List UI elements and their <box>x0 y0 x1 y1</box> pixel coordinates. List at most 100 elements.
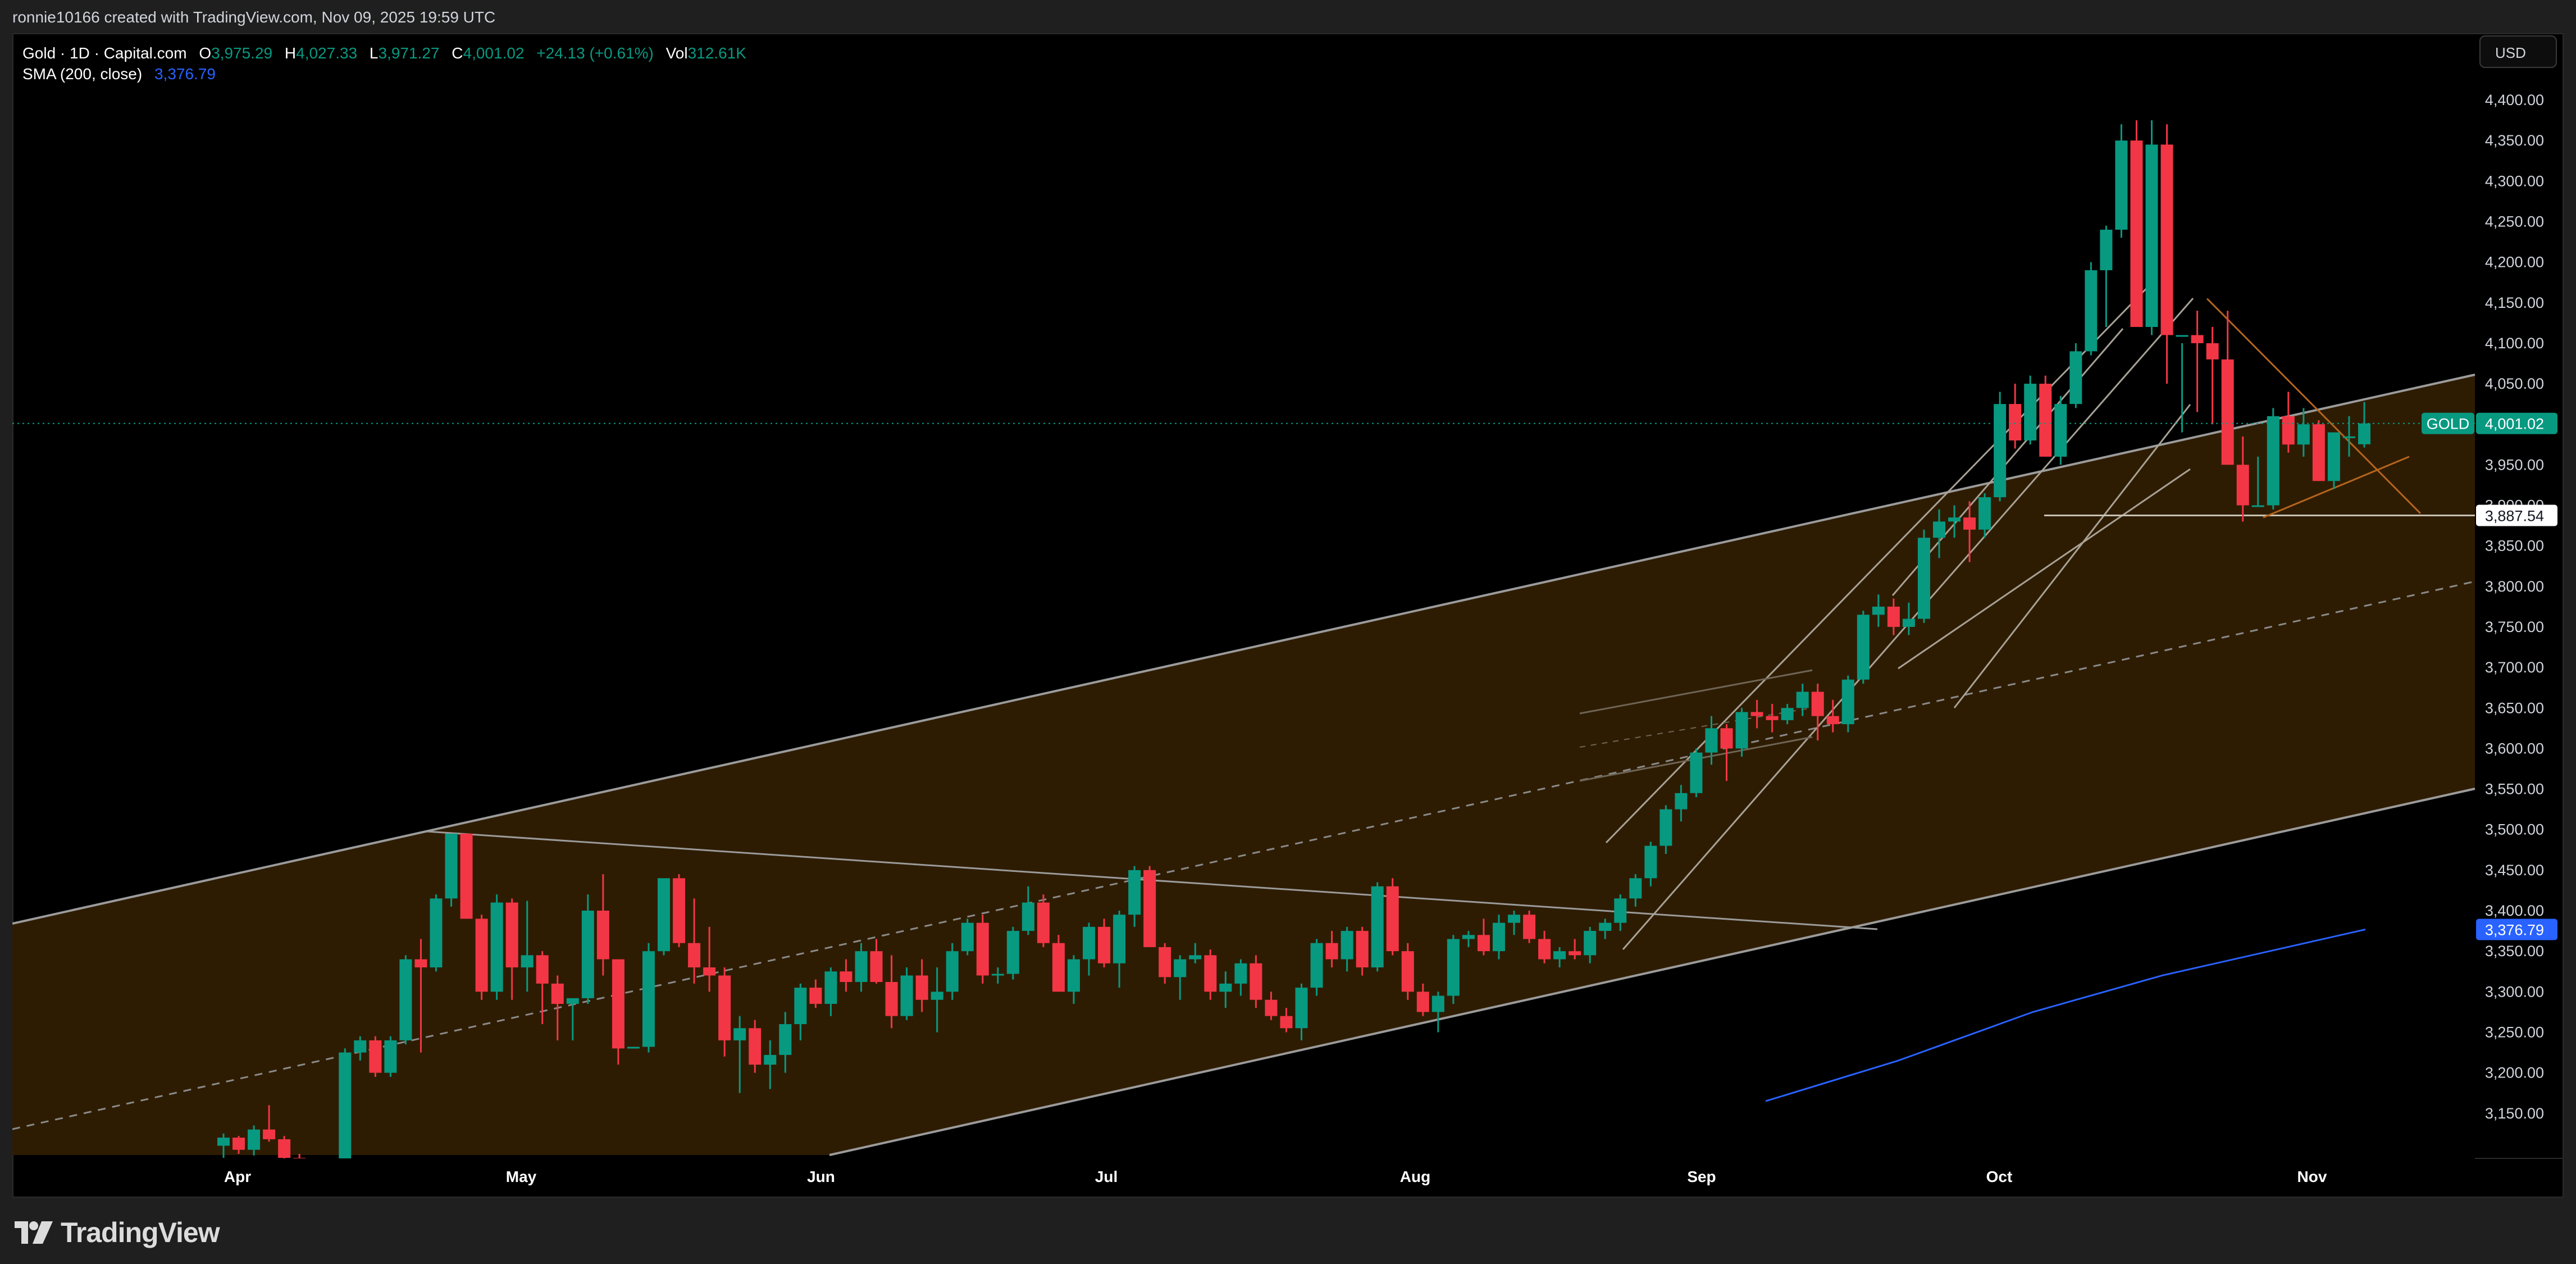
sma-200-line[interactable] <box>1765 929 2366 1102</box>
candle[interactable] <box>612 959 624 1049</box>
candle[interactable] <box>855 951 868 982</box>
candle[interactable] <box>1948 517 1961 522</box>
candle[interactable] <box>1978 497 1991 530</box>
candle[interactable] <box>2236 465 2249 506</box>
candle[interactable] <box>1508 915 1521 923</box>
candle[interactable] <box>946 951 959 992</box>
candle[interactable] <box>1416 992 1429 1012</box>
rally-trendline-5[interactable] <box>1953 404 2191 708</box>
channel-lower-line[interactable] <box>829 788 2475 1156</box>
candle[interactable] <box>961 922 974 952</box>
candle[interactable] <box>1265 999 1278 1016</box>
candle[interactable] <box>1569 951 1581 956</box>
rally-trendline-3[interactable] <box>1891 328 2124 596</box>
candle[interactable] <box>2312 424 2325 481</box>
candle[interactable] <box>1705 728 1718 753</box>
candle[interactable] <box>2039 384 2052 457</box>
candle[interactable] <box>1781 708 1794 720</box>
candle[interactable] <box>263 1129 276 1139</box>
candle[interactable] <box>232 1138 245 1150</box>
candle[interactable] <box>293 1158 306 1170</box>
candle[interactable] <box>2251 505 2264 507</box>
candle[interactable] <box>1401 951 1414 992</box>
candle[interactable] <box>1659 809 1672 846</box>
candle[interactable] <box>764 1054 777 1065</box>
candle[interactable] <box>1902 619 1915 627</box>
candle[interactable] <box>688 943 701 968</box>
candle[interactable] <box>1841 679 1854 725</box>
candle[interactable] <box>369 1040 382 1073</box>
flag-mid-line[interactable] <box>1579 707 1813 748</box>
candle[interactable] <box>2115 140 2128 230</box>
candle[interactable] <box>931 992 943 1000</box>
candle[interactable] <box>1022 902 1034 931</box>
candle[interactable] <box>354 1040 367 1053</box>
candle[interactable] <box>505 902 518 968</box>
candle[interactable] <box>2160 144 2173 335</box>
candle[interactable] <box>1128 870 1141 915</box>
candle[interactable] <box>1963 517 1976 530</box>
candle[interactable] <box>460 833 473 919</box>
candle[interactable] <box>840 971 852 982</box>
candle[interactable] <box>779 1024 792 1055</box>
candle[interactable] <box>2206 343 2219 360</box>
currency-button[interactable]: USD <box>2479 35 2557 68</box>
candle[interactable] <box>2221 359 2234 465</box>
candle[interactable] <box>2024 384 2037 441</box>
candle[interactable] <box>536 955 549 984</box>
candle[interactable] <box>1933 521 1946 538</box>
candle[interactable] <box>733 1028 746 1040</box>
candle[interactable] <box>1371 886 1384 968</box>
candle[interactable] <box>1325 943 1338 960</box>
candle[interactable] <box>1189 955 1202 960</box>
candle[interactable] <box>870 951 883 982</box>
candle[interactable] <box>1538 939 1551 960</box>
candle[interactable] <box>1113 915 1126 963</box>
price-chart[interactable]: 4,400.00 4,350.00 4,300.00 4,250.00 4,200.00… <box>12 33 2564 1198</box>
candle[interactable] <box>2054 404 2067 457</box>
candle[interactable] <box>1431 995 1444 1012</box>
candle[interactable] <box>1599 922 1612 931</box>
candle[interactable] <box>1083 926 1096 960</box>
channel-upper-line[interactable] <box>12 374 2475 925</box>
candle[interactable] <box>1037 902 1050 943</box>
candle[interactable] <box>2100 229 2113 271</box>
candle[interactable] <box>1917 538 1930 619</box>
candle[interactable] <box>2358 423 2370 444</box>
candle[interactable] <box>2267 416 2279 506</box>
candle[interactable] <box>1006 931 1019 974</box>
candle[interactable] <box>1204 955 1217 992</box>
candle[interactable] <box>399 959 412 1040</box>
candle[interactable] <box>581 911 594 998</box>
candle[interactable] <box>1523 915 1536 939</box>
candle[interactable] <box>1675 793 1688 810</box>
candle[interactable] <box>2176 335 2189 337</box>
candle[interactable] <box>1067 959 1080 992</box>
candle[interactable] <box>1584 931 1597 956</box>
tradingview-logo[interactable]: TradingView <box>15 1216 220 1249</box>
candle[interactable] <box>915 975 928 1000</box>
candle[interactable] <box>824 971 837 1004</box>
candle[interactable] <box>490 902 503 992</box>
candle[interactable] <box>384 1040 397 1073</box>
candle[interactable] <box>1310 943 1323 988</box>
candle[interactable] <box>1720 728 1733 749</box>
candle[interactable] <box>1477 935 1490 952</box>
candle[interactable] <box>1143 870 1156 947</box>
candle[interactable] <box>1872 606 1885 615</box>
candle[interactable] <box>1492 922 1505 952</box>
candle[interactable] <box>703 967 716 976</box>
candle[interactable] <box>1280 1016 1293 1029</box>
triangle-upper-line[interactable] <box>2206 298 2422 514</box>
candle[interactable] <box>1234 963 1247 984</box>
candle[interactable] <box>2297 424 2310 445</box>
candle[interactable] <box>2282 416 2295 445</box>
candle[interactable] <box>551 983 564 1004</box>
candle[interactable] <box>1887 606 1900 627</box>
candle[interactable] <box>658 878 671 952</box>
sma-label[interactable]: SMA (200, close) <box>22 65 143 83</box>
candle[interactable] <box>1644 845 1657 879</box>
candle[interactable] <box>627 1047 640 1049</box>
candle[interactable] <box>1811 692 1824 716</box>
candle[interactable] <box>2130 140 2143 328</box>
